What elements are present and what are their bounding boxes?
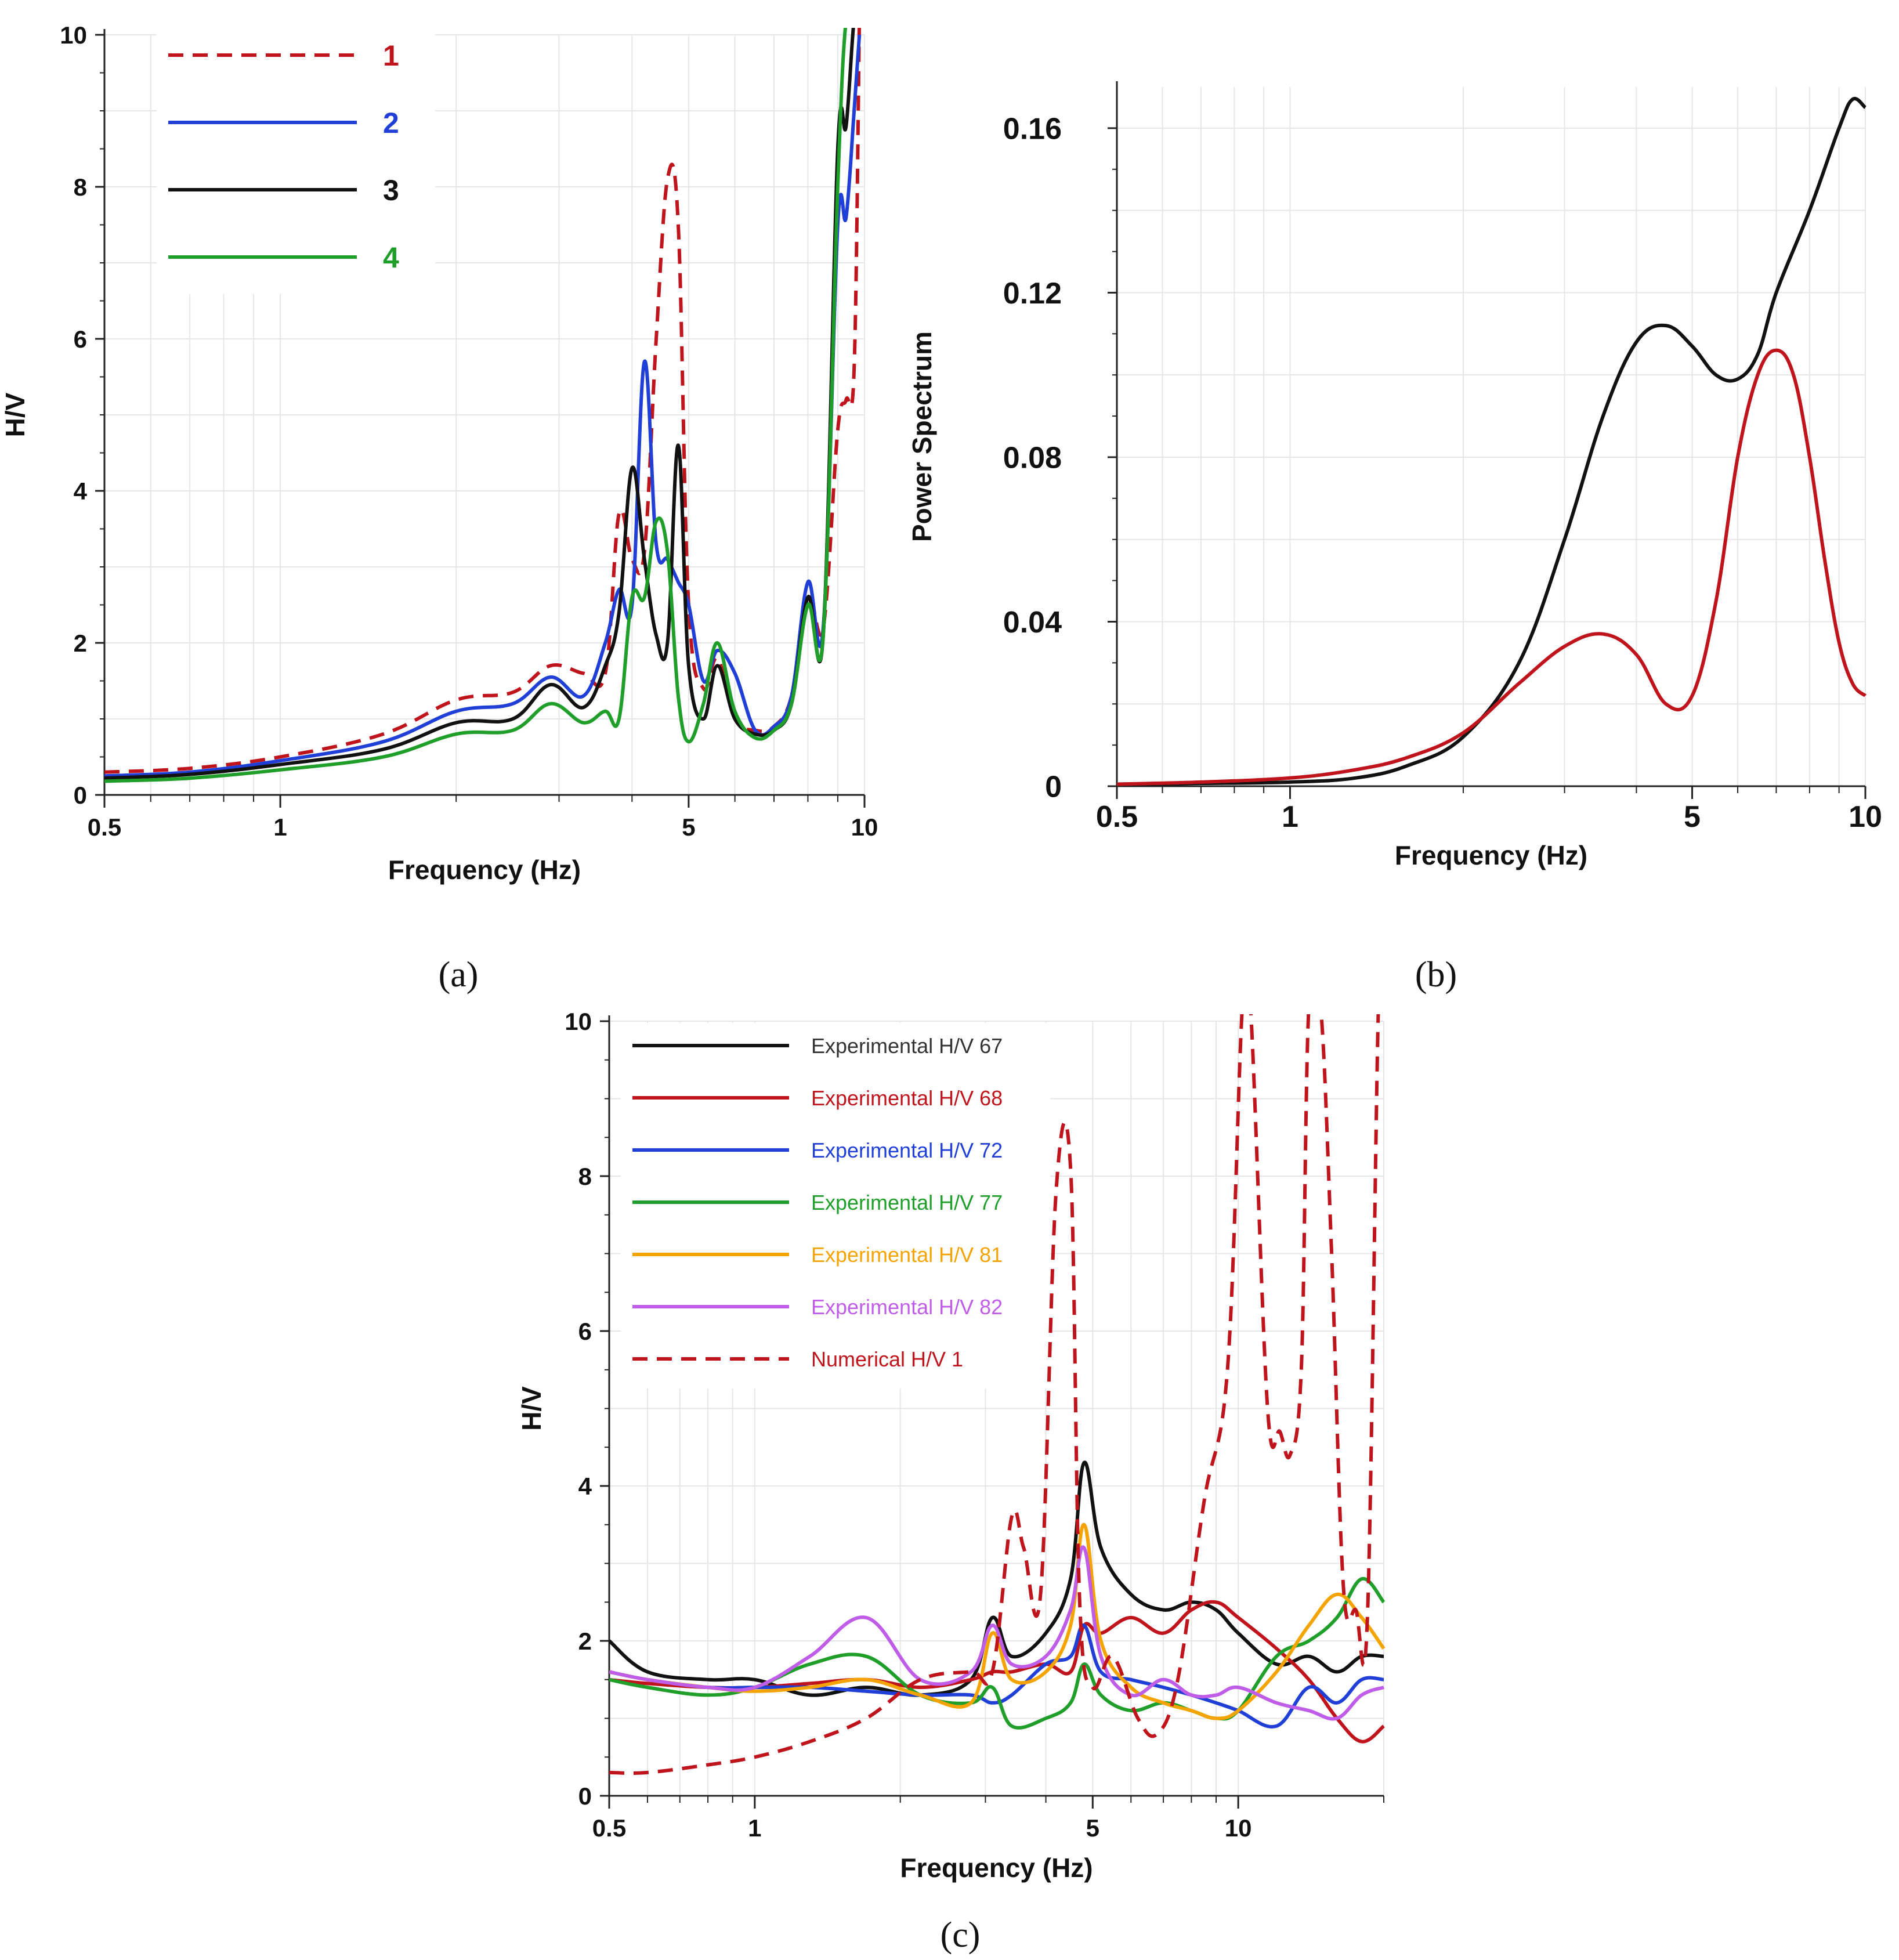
caption-a: (a): [439, 955, 479, 995]
y-tick-label: 8: [578, 1163, 592, 1190]
y-tick-label: 4: [578, 1473, 592, 1500]
y-tick-label: 0: [578, 1782, 592, 1810]
series-line-c-0: [609, 1460, 1384, 1697]
y-tick-label: 10: [60, 21, 87, 49]
x-tick-label: 10: [1225, 1814, 1252, 1842]
legend-label: Experimental H/V 81: [811, 1243, 1003, 1267]
x-axis-label: Frequency (Hz): [900, 1853, 1093, 1883]
legend-label: 4: [383, 241, 399, 274]
legend-label: Experimental H/V 67: [811, 1034, 1003, 1058]
series-line-a-0: [104, 28, 861, 774]
series-line-b-1: [1117, 348, 1867, 786]
y-tick-label: 2: [74, 630, 87, 657]
legend-label: 2: [383, 107, 399, 139]
legend-label: Experimental H/V 77: [811, 1191, 1003, 1214]
y-tick-label: 8: [74, 173, 87, 201]
series-line-b-0: [1117, 96, 1867, 786]
y-axis-label: H/V: [516, 1386, 547, 1431]
legend-label: 3: [383, 174, 399, 207]
x-tick-label: 0.5: [1096, 800, 1138, 834]
y-tick-label: 0: [1045, 771, 1062, 804]
y-tick-label: 0: [74, 782, 87, 809]
series-line-c-5: [609, 1545, 1384, 1721]
x-tick-label: 1: [273, 813, 287, 841]
x-axis-label: Frequency (Hz): [388, 855, 581, 885]
y-tick-label: 4: [74, 478, 88, 505]
y-tick-label: 10: [565, 1008, 592, 1035]
x-tick-label: 10: [851, 813, 878, 841]
y-tick-label: 0.04: [1003, 606, 1062, 639]
legend-label: Experimental H/V 82: [811, 1295, 1003, 1319]
series-line-c-1: [609, 1600, 1385, 1744]
legend-label: Numerical H/V 1: [811, 1347, 963, 1371]
y-tick-label: 6: [74, 326, 87, 353]
y-tick-label: 2: [578, 1628, 592, 1655]
chart-panel-b: 0.5 1 5 10 0 0.04 0.08 0.12 0.16 Frequency (Hz) Po…: [907, 81, 1882, 870]
y-axis-label: Power Spectrum: [907, 331, 937, 542]
x-tick-label: 5: [682, 813, 695, 841]
legend-label: Experimental H/V 68: [811, 1086, 1003, 1110]
y-tick-label: 0.16: [1003, 113, 1062, 146]
y-tick-label: 0.08: [1003, 442, 1062, 475]
chart-panel-c: 0.5 1 5 10 0 2 4 6 8 10 Frequency (Hz) H/V Experimen…: [516, 1008, 1386, 1883]
x-tick-label: 10: [1849, 800, 1882, 834]
x-tick-label: 0.5: [88, 813, 121, 841]
series-line-c-2: [609, 1623, 1384, 1729]
series-line-c-6: [609, 1014, 1380, 1775]
legend-label: 1: [383, 39, 399, 72]
caption-b: (b): [1415, 955, 1457, 995]
caption-c: (c): [941, 1915, 981, 1955]
chart-panel-a: 0.5 1 5 10 0 2 4 6 8 10 Frequency (Hz) H/V 1 2 3 4: [0, 21, 878, 885]
x-tick-label: 0.5: [592, 1814, 626, 1842]
legend-label: Experimental H/V 72: [811, 1138, 1003, 1162]
x-tick-label: 5: [1086, 1814, 1099, 1842]
x-tick-label: 5: [1684, 800, 1701, 834]
y-axis-label: H/V: [0, 392, 30, 437]
x-axis-label: Frequency (Hz): [1395, 840, 1587, 870]
x-tick-label: 1: [1282, 800, 1298, 834]
series-line-a-3: [104, 28, 847, 783]
y-tick-label: 0.12: [1003, 277, 1062, 310]
legend-box: [621, 1023, 1050, 1388]
x-tick-label: 1: [748, 1814, 761, 1842]
legend-box: [157, 25, 435, 294]
series-line-c-3: [609, 1577, 1386, 1730]
y-tick-label: 6: [578, 1318, 592, 1345]
